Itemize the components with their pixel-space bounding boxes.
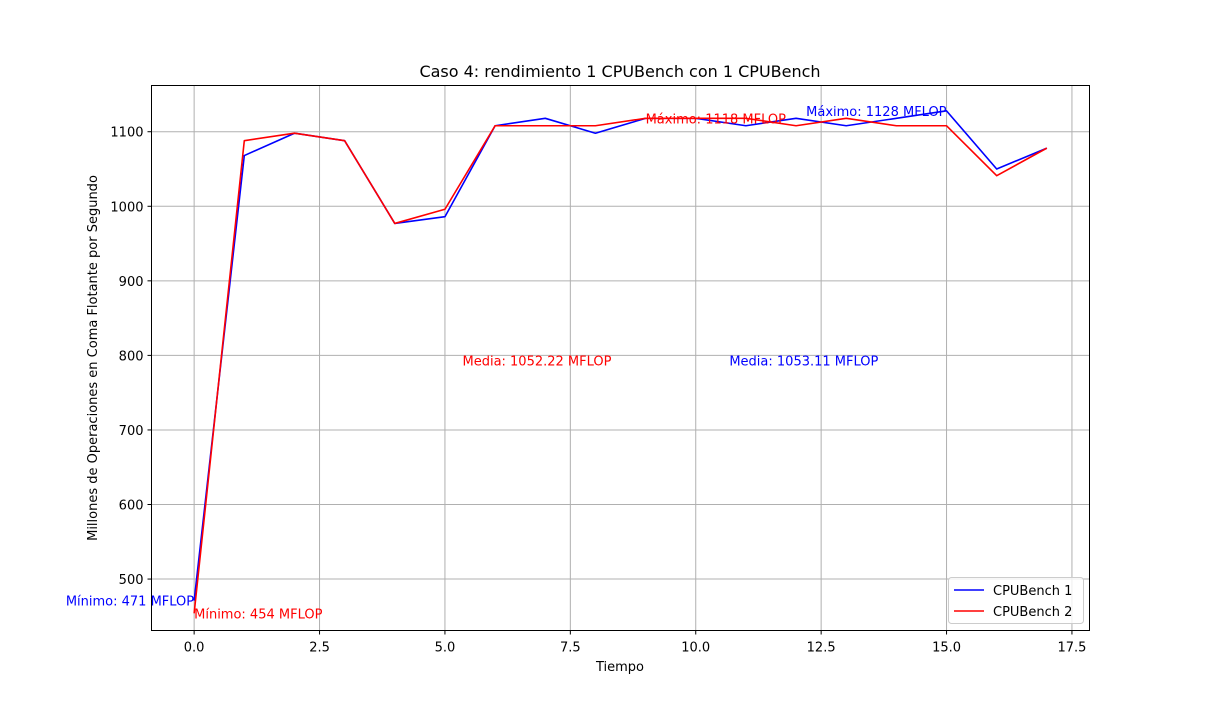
- series-lines: [193, 110, 1048, 614]
- x-tick-label: 5.0: [435, 641, 456, 656]
- y-tick-label: 500: [119, 573, 144, 588]
- y-tick-label: 700: [119, 424, 144, 439]
- legend: CPUBench 1 CPUBench 2: [948, 577, 1084, 624]
- legend-label: CPUBench 2: [993, 605, 1072, 620]
- annotation-label: Media: 1053.11 MFLOP: [729, 355, 878, 370]
- x-axis-label: Tiempo: [595, 660, 644, 675]
- x-tick-label: 10.0: [681, 641, 710, 656]
- legend-label: CPUBench 1: [993, 584, 1072, 599]
- grid: [151, 85, 1090, 631]
- y-tick-label: 600: [119, 499, 144, 514]
- y-axis-ticks: 500 600 700 800 900 1000 1100: [110, 126, 152, 588]
- x-tick-label: 15.0: [932, 641, 961, 656]
- annotation-label: Media: 1052.22 MFLOP: [462, 355, 611, 370]
- y-tick-label: 800: [119, 349, 144, 364]
- x-tick-label: 17.5: [1057, 641, 1086, 656]
- x-tick-label: 0.0: [184, 641, 205, 656]
- x-axis-ticks: 0.0 2.5 5.0 7.5 10.0 12.5 15.0 17.5: [184, 630, 1086, 656]
- x-tick-label: 12.5: [807, 641, 836, 656]
- plot-area: [151, 85, 1090, 631]
- annotation-label: Mínimo: 471 MFLOP: [66, 595, 194, 610]
- x-tick-label: 2.5: [309, 641, 330, 656]
- y-tick-label: 1000: [110, 200, 143, 215]
- annotation-label: Mínimo: 454 MFLOP: [194, 607, 322, 622]
- y-axis-label: Millones de Operaciones en Coma Flotante…: [86, 175, 101, 541]
- y-tick-label: 900: [119, 275, 144, 290]
- annotation-label: Máximo: 1118 MFLOP: [646, 112, 787, 127]
- chart-title: Caso 4: rendimiento 1 CPUBench con 1 CPU…: [419, 62, 820, 81]
- annotation-label: Máximo: 1128 MFLOP: [806, 105, 947, 120]
- x-tick-label: 7.5: [560, 641, 581, 656]
- y-tick-label: 1100: [110, 126, 143, 141]
- series-line-2: [193, 117, 1048, 614]
